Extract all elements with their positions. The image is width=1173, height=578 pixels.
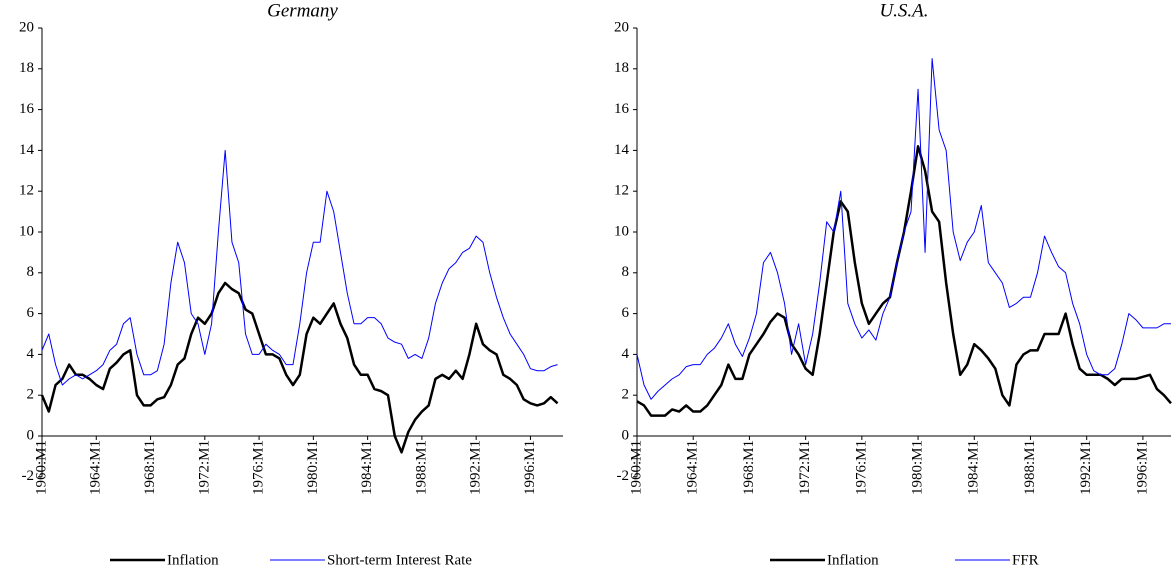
y-tick-label: 8: [622, 264, 630, 280]
x-tick-label: 1984:M1: [359, 440, 375, 495]
y-tick-label: 10: [614, 223, 629, 239]
x-tick-label: 1960:M1: [628, 440, 644, 495]
y-tick-label: 6: [622, 305, 630, 321]
y-tick-label: 0: [27, 427, 35, 443]
legend-label: FFR: [1012, 552, 1039, 568]
x-tick-label: 1968:M1: [741, 440, 757, 495]
y-tick-label: 14: [19, 142, 35, 158]
x-tick-label: 1996:M1: [522, 440, 538, 495]
x-tick-label: 1992:M1: [468, 440, 484, 495]
y-tick-label: 20: [19, 19, 34, 35]
y-tick-label: -2: [617, 468, 630, 484]
y-tick-label: 10: [19, 223, 34, 239]
y-tick-label: 18: [614, 60, 629, 76]
x-tick-label: 1964:M1: [685, 440, 701, 495]
x-tick-label: 1972:M1: [797, 440, 813, 495]
series-line: [636, 145, 1172, 417]
y-tick-label: 2: [27, 387, 35, 403]
legend-label: Inflation: [167, 552, 219, 568]
x-tick-label: 1996:M1: [1134, 440, 1150, 495]
y-tick-label: 14: [614, 142, 630, 158]
x-tick-label: 1976:M1: [853, 440, 869, 495]
x-tick-label: 1984:M1: [966, 440, 982, 495]
chart-title: Germany: [267, 0, 338, 21]
y-tick-label: 20: [614, 19, 629, 35]
chart: U.S.A. -2 0 2 4 6 8 10 12 14 16 18 20 1960:M1 1964:M1 1…: [614, 0, 1172, 568]
chart: Germany -2 0 2 4 6 8 10 12 14 16 18 20 1960:M1 1964:M1…: [19, 0, 563, 568]
y-tick-label: 12: [19, 183, 34, 199]
y-tick-label: 18: [19, 60, 34, 76]
x-tick-label: 1960:M1: [33, 440, 49, 495]
x-tick-label: 1968:M1: [142, 440, 158, 495]
x-tick-label: 1976:M1: [251, 440, 267, 495]
x-tick-label: 1992:M1: [1078, 440, 1094, 495]
legend-label: Short-term Interest Rate: [327, 552, 472, 568]
x-tick-label: 1972:M1: [196, 440, 212, 495]
x-tick-label: 1980:M1: [305, 440, 321, 495]
y-tick-label: 4: [622, 346, 630, 362]
y-tick-label: 16: [19, 101, 35, 117]
x-tick-label: 1988:M1: [1022, 440, 1038, 495]
x-tick-label: 1964:M1: [88, 440, 104, 495]
series-line: [41, 149, 558, 386]
chart-title: U.S.A.: [879, 0, 928, 21]
series-line: [40, 281, 559, 454]
y-tick-label: 6: [27, 305, 35, 321]
y-tick-label: -2: [22, 468, 35, 484]
y-tick-label: 4: [27, 346, 35, 362]
legend-label: Inflation: [827, 552, 879, 568]
series-line: [636, 58, 1171, 400]
y-tick-label: 12: [614, 183, 629, 199]
y-tick-label: 8: [27, 264, 35, 280]
x-tick-label: 1980:M1: [909, 440, 925, 495]
y-tick-label: 0: [622, 427, 630, 443]
y-tick-label: 16: [614, 101, 630, 117]
y-tick-label: 2: [622, 387, 630, 403]
x-tick-label: 1988:M1: [413, 440, 429, 495]
